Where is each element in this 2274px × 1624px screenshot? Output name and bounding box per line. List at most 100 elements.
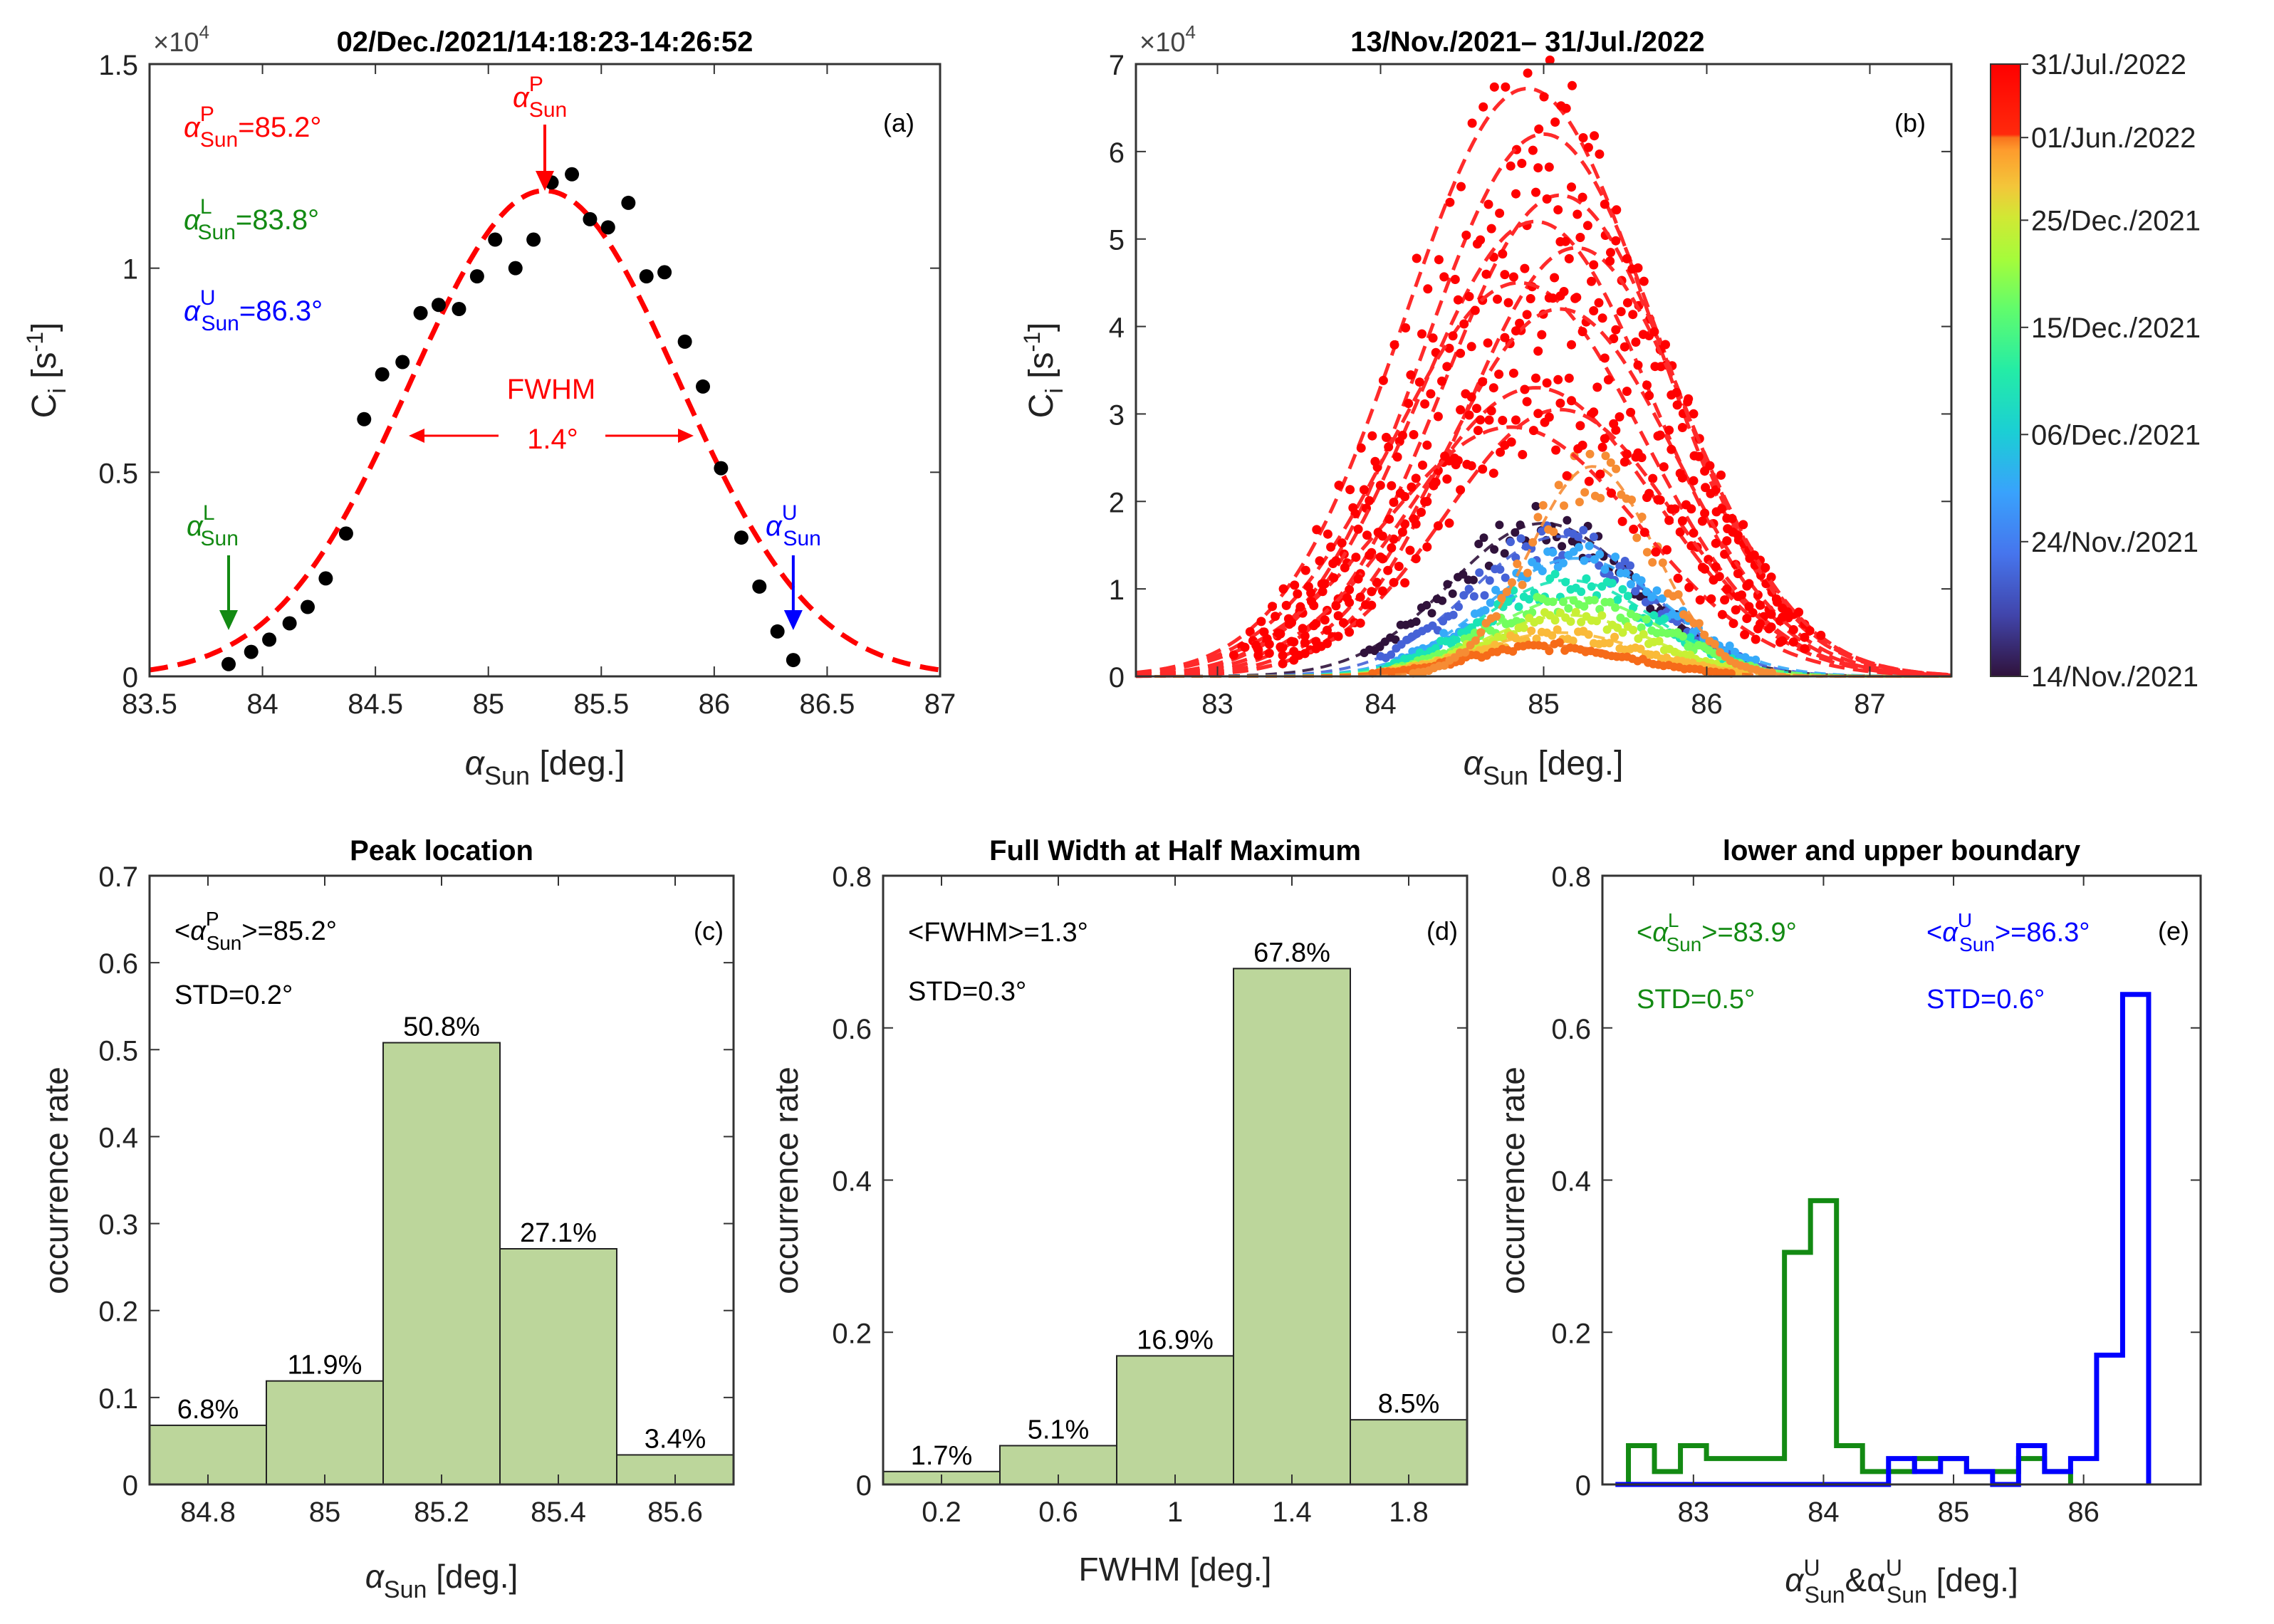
red-data-point [1486, 224, 1496, 234]
red-data-point [1464, 410, 1474, 420]
red-data-point [1298, 624, 1308, 634]
red-data-point [1307, 597, 1316, 607]
cluster-point [1485, 576, 1494, 585]
red-data-point [1617, 516, 1627, 526]
red-data-point [1300, 649, 1310, 659]
colorbar [1990, 63, 2021, 677]
cluster-point [1559, 597, 1568, 607]
panel-a-y-tick-label: 0 [122, 662, 138, 693]
red-data-point [1498, 249, 1508, 259]
red-data-point [1300, 638, 1310, 648]
red-data-point [1372, 577, 1382, 587]
red-data-point [1560, 236, 1570, 246]
red-data-point [1500, 270, 1510, 280]
red-data-point [1397, 431, 1407, 440]
red-data-point [1370, 456, 1380, 466]
fwhm-annotation-label: FWHM [507, 374, 595, 405]
cluster-point [1451, 636, 1461, 644]
red-data-point [1629, 524, 1639, 534]
cluster-point [1538, 501, 1548, 510]
red-data-point [1309, 621, 1319, 631]
red-data-point [1615, 412, 1624, 421]
red-data-point [1705, 461, 1715, 471]
data-point [452, 302, 466, 316]
red-data-point [1700, 508, 1710, 518]
panel-c-x-axis-label: αSun [deg.] [365, 1558, 518, 1603]
panel-d-bar [1233, 968, 1351, 1485]
red-data-point [1716, 470, 1726, 480]
panel-c-y-tick-label: 0.2 [98, 1296, 138, 1328]
panel-b-multiplier: ×104 [1139, 21, 1196, 58]
red-data-point [1589, 407, 1599, 417]
panel-d-x-tick-label: 0.6 [1038, 1497, 1078, 1528]
red-data-point [1278, 651, 1288, 661]
red-data-point [1633, 360, 1643, 370]
red-data-point [1684, 582, 1694, 592]
red-fit-curve [1135, 193, 1952, 678]
red-data-point [1387, 481, 1397, 491]
red-data-point [1414, 377, 1424, 387]
red-data-point [1582, 221, 1592, 231]
red-data-point [1503, 298, 1513, 308]
panel-b-x-tick-label: 83 [1201, 688, 1234, 720]
red-data-point [1766, 572, 1776, 582]
red-data-point [1648, 473, 1658, 483]
panel-d-y-tick-label: 0.6 [832, 1014, 872, 1045]
red-data-point [1667, 504, 1676, 514]
panel-c: 6.8% 11.9% 50.8% 27.1% 3.4% 84.8 85 85.2 85.4 85… [38, 835, 735, 1603]
panel-c-bar [266, 1380, 384, 1486]
panel-d-bar [1116, 1355, 1234, 1485]
red-data-point [1711, 538, 1721, 548]
panel-c-data-layer: 6.8% 11.9% 50.8% 27.1% 3.4% [149, 1012, 734, 1486]
red-data-point [1600, 199, 1610, 209]
cluster-point [1601, 451, 1610, 461]
red-data-point [1311, 644, 1321, 654]
red-data-point [1567, 396, 1576, 406]
cluster-point [1577, 617, 1586, 627]
red-data-point [1567, 340, 1576, 350]
red-data-point [1506, 161, 1516, 171]
cluster-point [1577, 587, 1586, 597]
red-data-point [1597, 442, 1607, 452]
red-data-point [1375, 552, 1385, 562]
red-data-point [1590, 131, 1600, 141]
panel-c-label: (c) [694, 916, 724, 945]
red-data-point [1303, 582, 1313, 592]
cluster-point [1550, 570, 1560, 579]
data-point [639, 269, 654, 284]
panel-a-label: (a) [883, 108, 914, 137]
red-data-point [1722, 584, 1732, 594]
cluster-point [1448, 589, 1457, 598]
red-data-point [1365, 496, 1375, 505]
red-data-point [1616, 307, 1626, 317]
red-data-point [1461, 230, 1471, 240]
red-data-point [1667, 444, 1676, 454]
step-series-upper [1615, 992, 2152, 1487]
cluster-point [1500, 549, 1509, 558]
panel-c-x-tick-label: 85.2 [414, 1497, 469, 1528]
red-data-point [1412, 253, 1422, 263]
panel-e-upper-mean: <αU Sun>=86.3° [1926, 909, 2090, 955]
panel-c-y-tick-label: 0.5 [98, 1035, 138, 1067]
panel-a-x-axis-label: αSun [deg.] [465, 745, 625, 790]
red-data-point [1659, 462, 1669, 472]
red-data-point [1290, 580, 1300, 590]
cluster-point [1613, 595, 1622, 604]
red-data-point [1478, 464, 1488, 474]
cluster-point [1600, 565, 1610, 574]
red-data-point [1323, 529, 1332, 539]
red-data-point [1633, 448, 1643, 458]
red-data-point [1511, 189, 1521, 199]
panel-a-y-tick-label: 1.5 [98, 50, 138, 81]
red-data-point [1462, 459, 1472, 469]
panel-c-x-tick-label: 85 [309, 1497, 341, 1528]
peak-arrow-label: αP Sun [513, 73, 567, 122]
panel-e-axes-box [1601, 874, 2202, 1486]
red-fit-curve [1135, 425, 1952, 678]
red-data-point [1456, 485, 1466, 495]
red-data-point [1694, 451, 1704, 461]
red-data-point [1689, 476, 1699, 486]
red-data-point [1293, 589, 1303, 599]
red-data-point [1437, 376, 1446, 386]
panel-e-x-tick-label: 84 [1808, 1497, 1840, 1528]
